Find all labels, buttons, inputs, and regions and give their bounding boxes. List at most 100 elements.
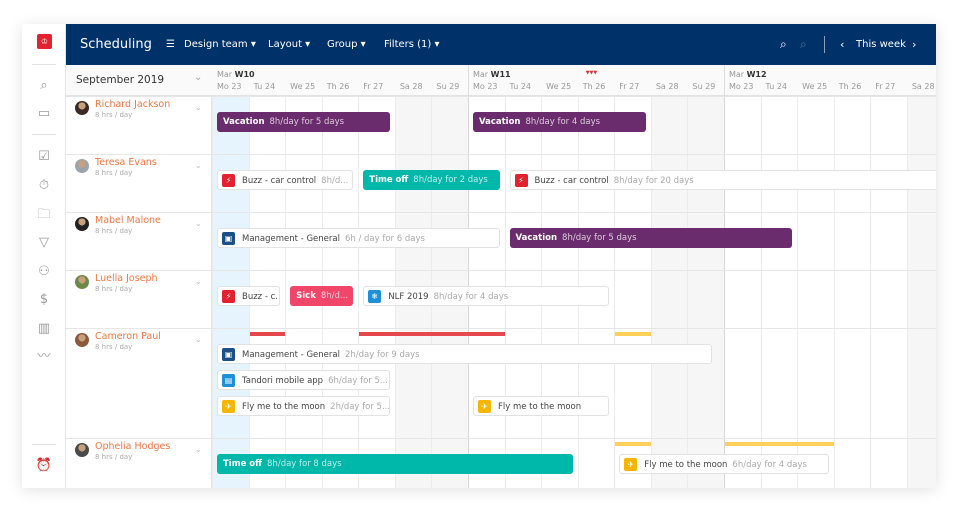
month-label[interactable]: September 2019 [76, 74, 165, 86]
day-column [358, 96, 395, 488]
person-hours: 8 hrs / day [95, 343, 133, 351]
expand-chevron-icon[interactable]: ⌄ [195, 103, 202, 112]
expand-chevron-icon[interactable]: ⌄ [195, 219, 202, 228]
folder-icon[interactable]: 🗀 [37, 207, 51, 222]
person-hours: 8 hrs / day [95, 285, 133, 293]
assignment-title: Buzz - car control [242, 176, 317, 186]
person-hours: 8 hrs / day [95, 111, 133, 119]
assignment-title: Management - General [242, 234, 340, 244]
expand-chevron-icon[interactable]: ⌄ [195, 335, 202, 344]
logo-icon[interactable]: ♔ [37, 34, 52, 49]
assignment-title: Management - General [242, 350, 340, 360]
expand-chevron-icon[interactable]: ⌄ [195, 161, 202, 170]
stopwatch-icon[interactable]: ⏱ [38, 178, 50, 193]
airplane-icon: ✈ [477, 400, 491, 413]
dollar-icon[interactable]: $ [39, 292, 49, 307]
day-label: Th 26 [582, 82, 606, 91]
person-name[interactable]: Teresa Evans [95, 157, 157, 168]
day-column [906, 96, 936, 488]
assignment-bar[interactable]: ▣ Management - General 6h / day for 6 days [217, 228, 500, 248]
assignment-detail: 8h/day for 4 days [525, 117, 601, 127]
inbox-icon[interactable]: ▭ [37, 106, 51, 121]
person-name[interactable]: Richard Jackson [95, 99, 171, 110]
day-label: Mo 23 [217, 82, 242, 91]
person-name[interactable]: Luella Joseph [95, 273, 158, 284]
assignment-title: Time off [223, 459, 263, 469]
assignment-title: Fly me to the moon [497, 402, 582, 412]
next-week-button[interactable]: › [912, 38, 917, 51]
assignment-bar[interactable]: ✈ Fly me to the moon 6h/day for 4 days [619, 454, 829, 474]
assignment-detail: 2h/day for 5... [330, 402, 390, 412]
alarm-add-icon[interactable]: ⏰ [35, 458, 53, 473]
capacity-indicator [249, 332, 286, 336]
person-row [66, 154, 936, 212]
menu-layout[interactable]: Layout ▾ [268, 39, 311, 50]
person-name[interactable]: Cameron Paul [95, 331, 161, 342]
assignment-bar[interactable]: Vacation 8h/day for 4 days [472, 112, 646, 132]
bolt-icon: ⚡ [514, 174, 528, 187]
week-label: Mar W12 [728, 70, 767, 79]
collapse-all-icon[interactable]: ⌄ [194, 72, 203, 83]
assignment-bar[interactable]: Sick 8h/d... [290, 286, 354, 306]
trend-icon[interactable]: 〰 [37, 349, 51, 364]
bar-chart-icon[interactable]: ▥ [37, 321, 51, 336]
people-icon[interactable]: ⚇ [38, 264, 50, 279]
assignment-bar[interactable]: Time off 8h/day for 8 days [217, 454, 573, 474]
person-row [66, 96, 936, 154]
person-name[interactable]: Mabel Malone [95, 215, 161, 226]
day-label: Su 29 [436, 82, 460, 91]
assignment-detail: 6h/day for 5... [328, 376, 388, 386]
search-icon[interactable]: ⌕ [40, 78, 48, 93]
clipboard-check-icon[interactable]: ☑ [38, 149, 50, 164]
day-label: Th 26 [326, 82, 350, 91]
assignment-title: Sick [296, 291, 316, 301]
day-column [650, 96, 688, 488]
assignment-bar[interactable]: Vacation 8h/day for 5 days [217, 112, 390, 132]
assignment-bar[interactable]: ⚡ Buzz - car control 8h/d... [217, 170, 354, 190]
expand-chevron-icon[interactable]: ⌄ [195, 277, 202, 286]
zoom-in-icon[interactable]: ⌕ [780, 37, 787, 51]
zoom-out-icon[interactable]: ⌕ [800, 37, 807, 51]
day-label: Tu 24 [509, 82, 532, 91]
assignment-bar[interactable]: ▣ Management - General 2h/day for 9 days [217, 344, 712, 364]
expand-chevron-icon[interactable]: ⌄ [195, 445, 202, 454]
this-week-button[interactable]: This week [856, 39, 906, 50]
assignment-title: Vacation [478, 117, 521, 127]
assignment-bar[interactable]: ⚡ Buzz - car control 8h/day for 20 days [509, 170, 936, 190]
week-label: Mar W10 [217, 70, 255, 79]
day-label: Tu 24 [765, 82, 788, 91]
person-hours: 8 hrs / day [95, 453, 133, 461]
bolt-icon: ⚡ [222, 174, 235, 187]
assignment-bar[interactable]: ✈ Fly me to the moon [472, 396, 610, 416]
menu-filters[interactable]: Filters (1) ▾ [384, 39, 440, 50]
capacity-indicator [724, 442, 834, 446]
assignment-detail: 8h/day for 8 days [267, 459, 342, 469]
menu-group[interactable]: Group ▾ [327, 39, 366, 50]
prev-week-button[interactable]: ‹ [840, 38, 845, 51]
assignment-title: Fly me to the moon [644, 460, 728, 470]
day-label: We 25 [290, 82, 316, 91]
person-row [66, 438, 936, 488]
holiday-flags-icon: ▼▼▼ [585, 70, 598, 76]
assignment-title: Buzz - car control [534, 176, 609, 186]
assignment-detail: 8h/day for 5 days [269, 117, 345, 127]
date-header: September 2019 ⌄ Mo 23 Tu 24 We 25 Th 26 Fr … [66, 65, 936, 96]
assignment-detail: 2h/day for 9 days [344, 350, 420, 360]
names-column-border [211, 96, 212, 488]
assignment-title: Vacation [223, 117, 265, 127]
scheduler-window: ♔ ⌕ ▭ ☑ ⏱ 🗀 ▽ ⚇ $ ▥ 〰 ⏰ Scheduling ☰ Des… [22, 24, 936, 488]
day-label: Sa 28 [655, 82, 679, 91]
avatar [75, 443, 89, 457]
assignment-bar[interactable]: ▤ Tandori mobile app 6h/day for 5... [217, 370, 390, 390]
person-name[interactable]: Ophelia Hodges [95, 441, 171, 452]
assignment-bar[interactable]: Vacation 8h/day for 5 days [509, 228, 793, 248]
assignment-bar[interactable]: ⚡ Buzz - c... [217, 286, 281, 306]
avatar [75, 101, 89, 115]
person-hours: 8 hrs / day [95, 227, 133, 235]
assignment-bar[interactable]: Time off 8h/day for 2 days [363, 170, 500, 190]
assignment-bar[interactable]: ✈ Fly me to the moon 2h/day for 5... [217, 396, 390, 416]
assignment-bar[interactable]: ❄ NLF 2019 8h/day for 4 days [363, 286, 610, 306]
assignment-detail: 8h/day for 20 days [613, 176, 694, 186]
filter-icon[interactable]: ▽ [39, 235, 49, 250]
menu-design-team[interactable]: Design team ▾ [184, 39, 256, 50]
